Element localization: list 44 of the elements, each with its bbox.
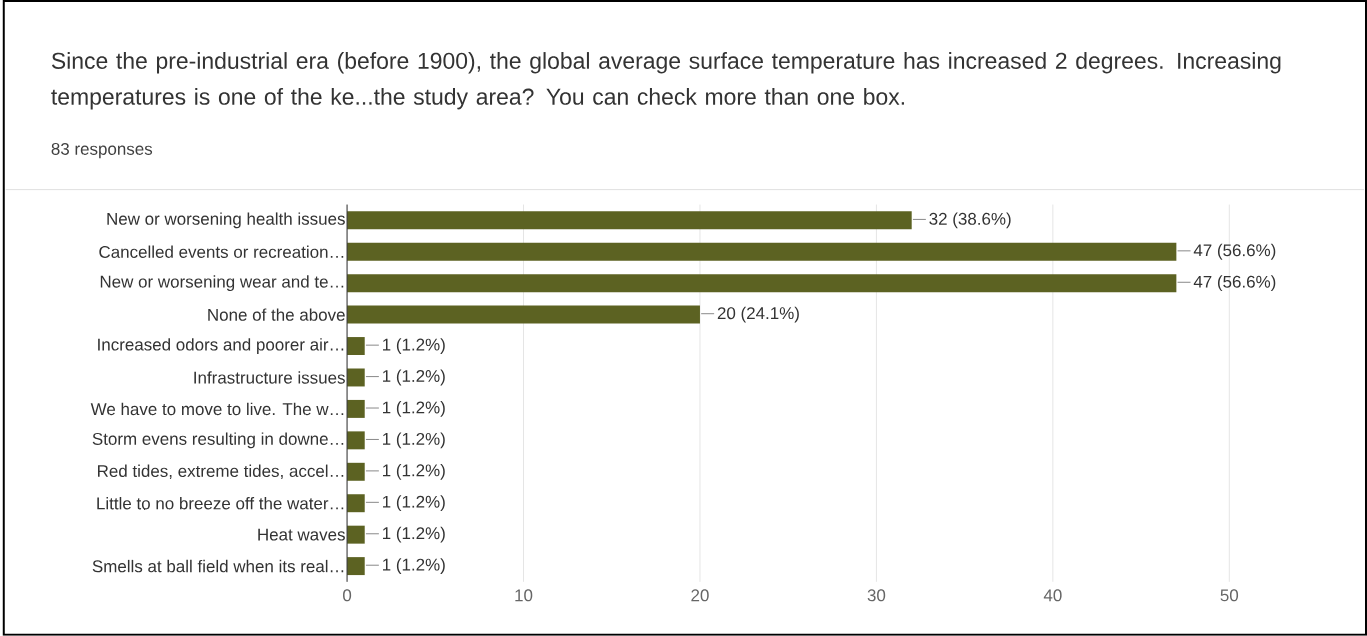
bar <box>347 274 1177 293</box>
y-tick-label: Storm evens resulting in downe… <box>92 432 344 449</box>
data-label: 1 (1.2%) <box>383 432 445 449</box>
data-label: 20 (24.1%) <box>717 306 799 323</box>
x-tick-label: 50 <box>1220 589 1239 602</box>
x-tick-label: 20 <box>691 589 709 602</box>
bar <box>347 557 365 576</box>
data-label: 1 (1.2%) <box>383 558 445 575</box>
bar <box>347 525 365 544</box>
y-tick-label: None of the above <box>208 308 345 321</box>
text: 83 responses <box>51 143 153 159</box>
bar <box>347 368 365 387</box>
y-tick-label: Little to no breeze off the water… <box>97 497 344 510</box>
data-label: 1 (1.2%) <box>383 369 445 386</box>
bar <box>347 462 365 481</box>
y-tick-label: Heat waves <box>258 528 345 541</box>
y-tick-label: Infrastructure issues <box>194 371 345 384</box>
y-tick-label: Smells at ball field when its real… <box>92 560 344 573</box>
data-label: 32 (38.6%) <box>929 212 1011 229</box>
bar <box>347 242 1177 261</box>
x-tick-label: 40 <box>1043 589 1062 602</box>
x-tick-label: 30 <box>867 589 886 602</box>
bar <box>347 431 365 450</box>
y-tick-label: New or worsening health issues <box>107 212 345 229</box>
x-tick-label: 0 <box>343 589 352 602</box>
data-label: 1 (1.2%) <box>383 495 445 512</box>
data-label: 47 (56.6%) <box>1193 243 1276 260</box>
y-tick-label: Red tides, extreme tides, accel… <box>98 464 344 480</box>
y-tick-label: Increased odors and poorer air… <box>98 338 344 355</box>
data-label: 47 (56.6%) <box>1193 275 1276 292</box>
bar <box>347 494 365 513</box>
data-label: 1 (1.2%) <box>383 526 445 543</box>
bar <box>347 400 365 419</box>
y-tick-label: We have to move to live. The w… <box>90 402 344 416</box>
data-label: 1 (1.2%) <box>383 401 445 417</box>
bar <box>347 305 700 324</box>
chart-title: Since the pre-industrial era (before 1900), the global average surface temperature has increased 2 degrees. Increasing temperatures is one of the ke...the study area? You can check more than one box. <box>51 52 1281 110</box>
bar <box>347 337 365 356</box>
y-tick-label: New or worsening wear and te… <box>100 275 344 292</box>
x-tick-label: 10 <box>515 589 533 602</box>
data-label: 1 (1.2%) <box>383 338 445 355</box>
y-tick-label: Cancelled events or recreation… <box>99 245 344 259</box>
data-label: 1 (1.2%) <box>383 464 445 480</box>
bar <box>347 211 912 230</box>
